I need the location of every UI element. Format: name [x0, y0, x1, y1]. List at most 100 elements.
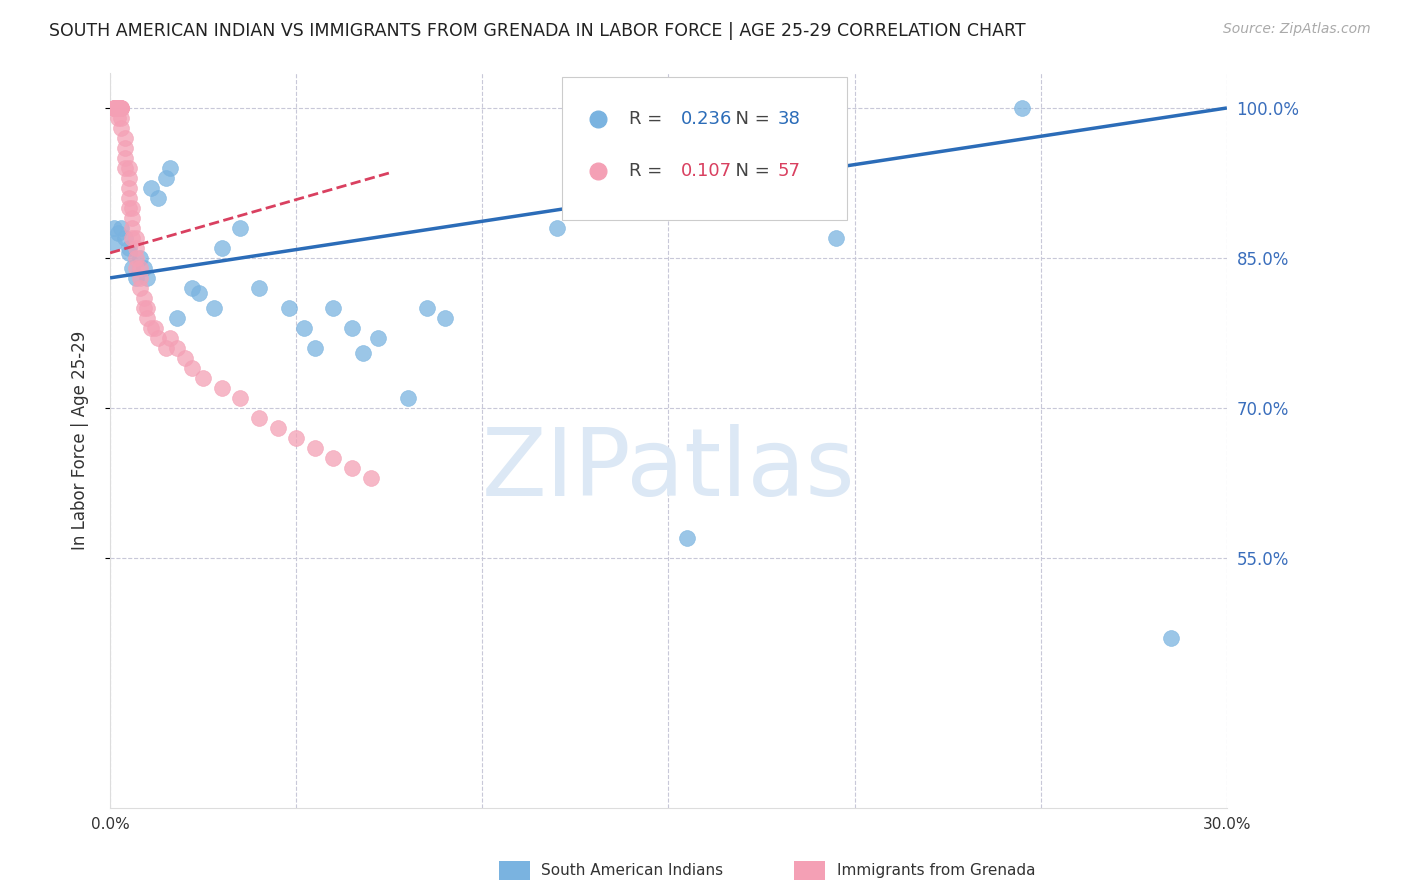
Point: [103, 101, 125, 115]
Point: [415, 301, 437, 315]
Point: [1160, 631, 1182, 645]
Point: [211, 381, 233, 395]
Point: [266, 421, 288, 435]
Point: [825, 231, 848, 245]
Point: [229, 221, 252, 235]
Point: [114, 231, 136, 245]
Point: [125, 260, 148, 275]
Point: [121, 221, 143, 235]
Point: [114, 151, 136, 165]
Point: [285, 431, 308, 445]
Point: [247, 410, 270, 425]
Point: [229, 391, 252, 405]
Point: [125, 271, 148, 285]
Point: [173, 351, 195, 365]
Point: [367, 331, 389, 345]
Point: [148, 191, 170, 205]
Point: [114, 131, 136, 145]
Point: [128, 251, 150, 265]
Point: [121, 201, 143, 215]
Point: [118, 181, 141, 195]
Point: [181, 360, 204, 375]
Point: [136, 301, 159, 315]
Point: [434, 310, 457, 325]
Point: [159, 161, 181, 175]
Point: [118, 241, 141, 255]
Point: [292, 321, 315, 335]
Point: [107, 101, 129, 115]
Point: [125, 231, 148, 245]
Point: [121, 211, 143, 225]
Text: R =: R =: [630, 161, 668, 179]
Point: [107, 101, 129, 115]
Point: [148, 331, 170, 345]
Point: [360, 471, 382, 485]
Point: [132, 260, 155, 275]
Point: [202, 301, 225, 315]
Text: 38: 38: [778, 111, 801, 128]
Point: [304, 341, 326, 355]
Point: [166, 341, 188, 355]
Point: [247, 281, 270, 295]
Point: [118, 191, 141, 205]
Point: [114, 141, 136, 155]
Point: [103, 221, 125, 235]
Text: SOUTH AMERICAN INDIAN VS IMMIGRANTS FROM GRENADA IN LABOR FORCE | AGE 25-29 CORR: SOUTH AMERICAN INDIAN VS IMMIGRANTS FROM…: [49, 22, 1026, 40]
Point: [676, 531, 699, 545]
Point: [132, 301, 155, 315]
Point: [128, 271, 150, 285]
Point: [546, 221, 568, 235]
Point: [110, 221, 132, 235]
Point: [114, 161, 136, 175]
Point: [121, 260, 143, 275]
Point: [125, 251, 148, 265]
Point: [110, 101, 132, 115]
Text: 0.236: 0.236: [681, 111, 733, 128]
Text: 0.107: 0.107: [681, 161, 733, 179]
Point: [125, 241, 148, 255]
Point: [128, 260, 150, 275]
Point: [188, 285, 211, 300]
Text: Source: ZipAtlas.com: Source: ZipAtlas.com: [1223, 22, 1371, 37]
Point: [340, 460, 363, 475]
Text: ZIPatlas: ZIPatlas: [482, 424, 855, 516]
Point: [159, 331, 181, 345]
Point: [340, 321, 363, 335]
Point: [166, 310, 188, 325]
Point: [118, 161, 141, 175]
FancyBboxPatch shape: [562, 77, 848, 220]
Point: [322, 301, 344, 315]
Point: [110, 120, 132, 135]
Point: [396, 391, 419, 405]
Point: [103, 101, 125, 115]
Point: [121, 231, 143, 245]
Y-axis label: In Labor Force | Age 25-29: In Labor Force | Age 25-29: [72, 331, 89, 550]
Text: Immigrants from Grenada: Immigrants from Grenada: [837, 863, 1035, 878]
Point: [107, 101, 129, 115]
Text: South American Indians: South American Indians: [541, 863, 724, 878]
Point: [128, 281, 150, 295]
Point: [107, 101, 129, 115]
Point: [110, 101, 132, 115]
Point: [110, 111, 132, 125]
Point: [136, 271, 159, 285]
Point: [211, 241, 233, 255]
Point: [110, 101, 132, 115]
Point: [103, 101, 125, 115]
Point: [118, 170, 141, 185]
Point: [155, 170, 177, 185]
Text: 57: 57: [778, 161, 801, 179]
Text: N =: N =: [724, 161, 776, 179]
Point: [139, 181, 162, 195]
Point: [107, 226, 129, 240]
Point: [155, 341, 177, 355]
Point: [103, 235, 125, 250]
Point: [118, 246, 141, 260]
Point: [352, 346, 374, 360]
Point: [103, 101, 125, 115]
Point: [107, 111, 129, 125]
Point: [136, 310, 159, 325]
Point: [181, 281, 204, 295]
Point: [322, 450, 344, 465]
Point: [143, 321, 166, 335]
